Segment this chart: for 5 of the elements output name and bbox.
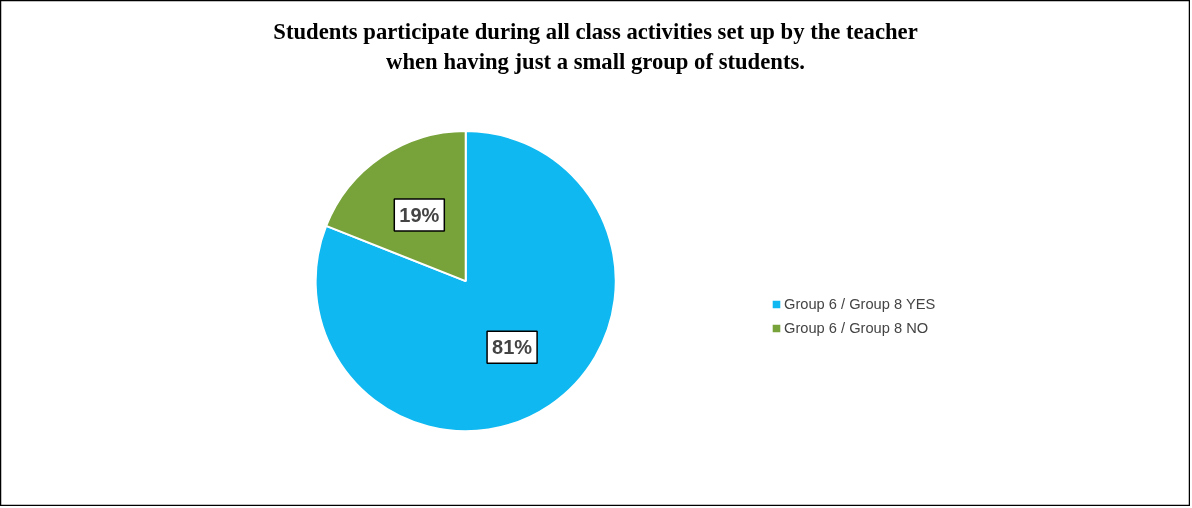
data-label: 19%	[399, 203, 440, 226]
legend-label: Group 6 / Group 8 NO	[784, 320, 929, 336]
data-label: 81%	[492, 336, 533, 359]
legend-label: Group 6 / Group 8 YES	[784, 296, 936, 312]
chart-title: Students participate during all class activities set up by the teacher when having just a small group of students.	[273, 18, 918, 74]
